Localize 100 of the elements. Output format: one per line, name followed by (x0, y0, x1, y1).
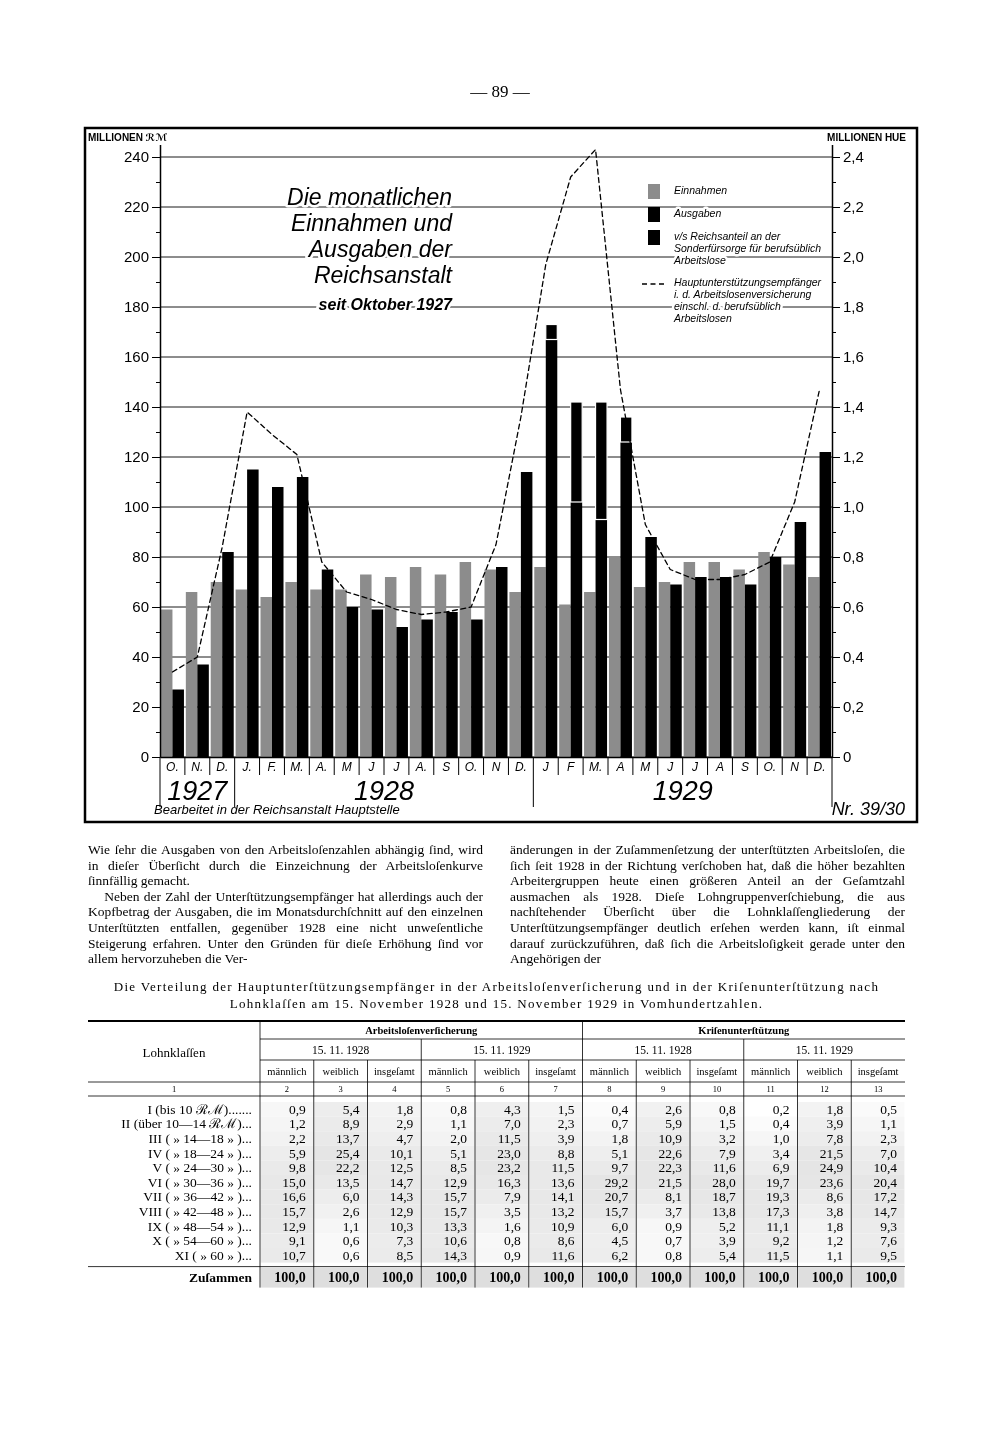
text: 1929 (652, 776, 713, 806)
data-label: 6,0 (342, 1189, 360, 1205)
data-label: 8,6 (557, 1232, 575, 1248)
data-label: 8,8 (557, 1145, 575, 1161)
data-label: 2,9 (396, 1116, 414, 1132)
y-tick-label: 100 (123, 498, 149, 516)
text: 3 (338, 1083, 343, 1094)
bar (509, 592, 521, 757)
x-tick-label: weiblich (806, 1065, 844, 1077)
data-label: 13,6 (550, 1174, 575, 1190)
data-label: 5,9 (288, 1145, 306, 1161)
y2-tick-label: 0,8 (843, 548, 864, 566)
data-label: 9,8 (288, 1159, 306, 1175)
x-tick-label: J. (241, 759, 252, 774)
data-label: 0,7 (611, 1116, 629, 1132)
x-tick-label: A (714, 759, 725, 774)
y-tick-label: 80 (132, 548, 149, 566)
data-label: 2,3 (880, 1130, 898, 1146)
data-label: 1,6 (503, 1218, 521, 1234)
data-label: 7,9 (718, 1145, 736, 1161)
bar (160, 609, 173, 757)
x-tick-label: J (666, 759, 675, 774)
data-label: 6,0 (611, 1218, 629, 1234)
data-label: 1,1 (880, 1116, 897, 1132)
x-tick-label: insgeſamt (535, 1065, 577, 1077)
text: änderungen in der Zuſammenſetzung der unterſtützten Arbeitsloſen, die ſich ſeit 1928 in der Richtung verſchoben hat, daß die höher bezahlten Arbeitergruppen heute einen größeren Anteil an der Geſamtzahl ausmachen als 1928. Dieſe Lohngruppenverſchiebung, die aus nachſtehender Überſicht über die Lohnklaſſengliederung der Unterſtützungsempfänger deutlich erſehen werden kann, iſt einmal darauf zurückzuführen, daß ſich die Arbeitsloſigkeit gerade unter den Angehörigen der (510, 842, 905, 967)
data-label: 9,1 (288, 1232, 306, 1248)
y-tick-label: 40 (132, 648, 149, 666)
data-label: 11,1 (766, 1218, 790, 1234)
data-label: 4,3 (503, 1101, 521, 1117)
text: Nr. 39/30 (831, 799, 905, 819)
data-label: 1,8 (611, 1130, 629, 1146)
y-tick-label: III ( » 14—18 » )... (148, 1130, 252, 1146)
y-tick-label: VI ( » 30—36 » )... (147, 1174, 252, 1190)
data-label: 8,9 (342, 1116, 360, 1132)
data-label: 24,9 (819, 1159, 844, 1175)
data-label: 5,4 (718, 1247, 736, 1263)
data-label: 100,0 (435, 1269, 467, 1285)
bar (559, 604, 571, 757)
data-label: 1,1 (342, 1218, 360, 1234)
data-label: 0,8 (503, 1232, 521, 1248)
text: — 89 — (469, 82, 531, 101)
text: 9 (661, 1083, 666, 1094)
text: 8 (607, 1083, 612, 1094)
data-label: 17,3 (765, 1203, 790, 1219)
data-label: 7,0 (503, 1116, 521, 1132)
data-label: 22,6 (658, 1145, 683, 1161)
x-tick-label: N (491, 759, 501, 774)
x-tick-label: A (615, 759, 625, 774)
data-label: 21,5 (658, 1174, 683, 1190)
bar (235, 589, 248, 757)
y2-tick-label: 1,8 (843, 298, 864, 316)
data-label: 22,2 (335, 1159, 360, 1175)
data-label: 6,9 (772, 1159, 790, 1175)
text: 10 (712, 1083, 722, 1094)
bar (658, 582, 671, 757)
y-tick-label: 140 (123, 398, 149, 416)
data-label: 13,5 (335, 1174, 360, 1190)
y-tick-label: IV ( » 18—24 » )... (148, 1145, 252, 1161)
data-label: 1,8 (396, 1101, 414, 1117)
data-label: 15,7 (604, 1203, 629, 1219)
x-tick-label: F (566, 759, 575, 774)
bar (409, 567, 422, 757)
text: Neben der Zahl der Unterſtützungsempfänger hat allerdings auch der Kopfbetrag der Ausgaben, die im Monatsdurchſchnitt auf den einzelnen Unterſtützten entfallen, gegenüber 1928 eine nicht unweſentliche Steigerung erfahren. Unter den Gründen für dieſe Erhöhung ſind vor allem hervorzuheben die Ver- (88, 888, 483, 967)
x-tick-label: F. (267, 759, 277, 774)
data-label: 5,1 (611, 1145, 629, 1161)
data-label: 12,9 (443, 1174, 468, 1190)
data-label: 23,2 (497, 1159, 521, 1175)
text: 2 (284, 1083, 289, 1094)
data-label: 1,2 (288, 1116, 306, 1132)
data-label: 0,6 (342, 1247, 360, 1263)
data-label: 9,7 (611, 1159, 629, 1175)
data-label: 10,3 (389, 1218, 414, 1234)
data-label: 21,5 (819, 1145, 844, 1161)
bar (260, 597, 272, 757)
data-label: 0,6 (342, 1232, 360, 1248)
y-axis-title: MILLIONEN ℛℳ (88, 132, 168, 143)
data-label: 14,1 (550, 1189, 575, 1205)
data-label: 100,0 (543, 1269, 575, 1285)
data-label: 3,9 (826, 1116, 844, 1132)
y-tick-label: IX ( » 48—54 » )... (147, 1218, 252, 1234)
data-label: 19,3 (765, 1189, 790, 1205)
data-label: 5,4 (342, 1101, 360, 1117)
x-tick-label: insgeſamt (696, 1065, 738, 1077)
data-label: 4,7 (396, 1130, 414, 1146)
x-tick-label: A. (315, 759, 328, 774)
data-label: 14,7 (389, 1174, 414, 1190)
text: 7 (553, 1083, 558, 1094)
x-tick-label: N. (191, 759, 204, 774)
data-label: 7,8 (826, 1130, 844, 1146)
bar (484, 569, 496, 757)
data-label: 1,2 (826, 1232, 844, 1248)
data-label: 20,4 (873, 1174, 898, 1190)
y-tick-label: I (bis 10 ℛℳ)....... (147, 1101, 252, 1117)
data-label: 7,0 (880, 1145, 898, 1161)
data-label: 10,4 (873, 1159, 898, 1175)
text: Wie ſehr die Ausgaben von den Arbeitsloſenzahlen abhängig ſind, wird in dieſer Überſicht durch die Einzeichnung der Arbeitsloſenkurve ſinnfällig gemacht. (88, 842, 483, 889)
bar (210, 582, 223, 757)
bar (633, 587, 646, 757)
data-label: 16,6 (282, 1189, 306, 1205)
